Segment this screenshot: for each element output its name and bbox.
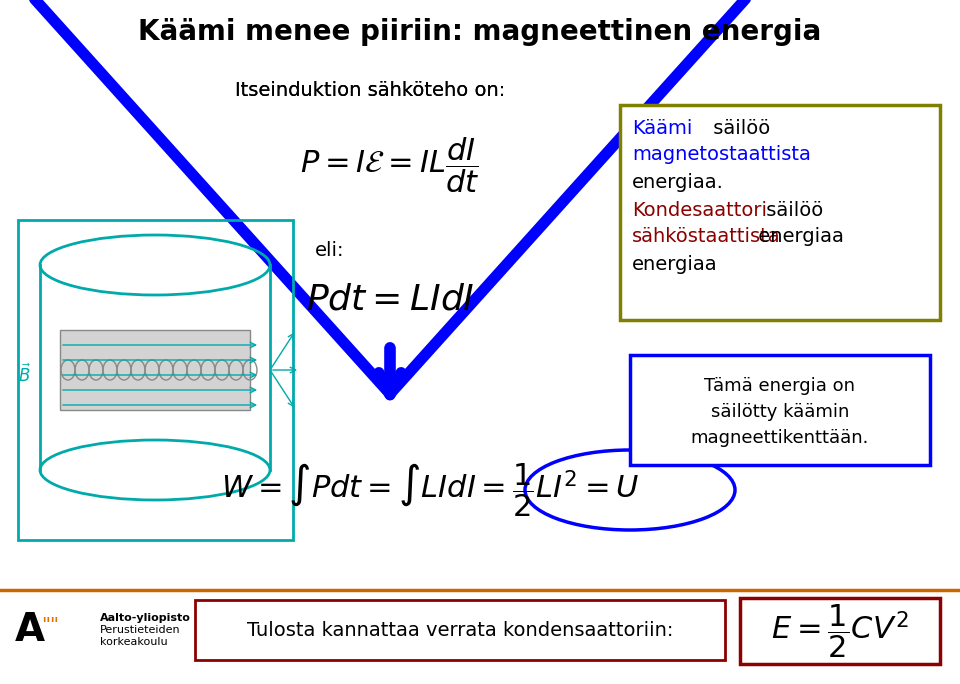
- Text: Itseinduktion sähköteho on:: Itseinduktion sähköteho on:: [235, 81, 505, 99]
- FancyBboxPatch shape: [740, 598, 940, 664]
- Text: $\vec{B}$: $\vec{B}$: [18, 364, 32, 386]
- FancyArrowPatch shape: [0, 0, 960, 394]
- Text: Itseinduktion sähköteho on:: Itseinduktion sähköteho on:: [235, 81, 505, 99]
- Text: energiaa.: energiaa.: [632, 172, 724, 192]
- Text: sähköstaattista: sähköstaattista: [632, 228, 780, 246]
- Text: "": "": [41, 616, 59, 635]
- Text: magnetostaattista: magnetostaattista: [632, 146, 811, 164]
- Text: A: A: [15, 611, 45, 649]
- Text: Aalto-yliopisto: Aalto-yliopisto: [100, 613, 191, 623]
- Text: $Pdt = LIdI$: $Pdt = LIdI$: [305, 283, 474, 317]
- FancyBboxPatch shape: [60, 330, 250, 410]
- Text: Tulosta kannattaa verrata kondensaattoriin:: Tulosta kannattaa verrata kondensaattori…: [247, 620, 673, 640]
- Text: Tämä energia on
säilötty käämin
magneettikenttään.: Tämä energia on säilötty käämin magneett…: [691, 377, 869, 447]
- FancyBboxPatch shape: [630, 355, 930, 465]
- Text: $P = I\mathcal{E} = IL\dfrac{dI}{dt}$: $P = I\mathcal{E} = IL\dfrac{dI}{dt}$: [300, 135, 480, 195]
- Text: eli:: eli:: [315, 241, 345, 259]
- Text: Käämi: Käämi: [632, 118, 692, 137]
- Text: $E = \dfrac{1}{2}CV^2$: $E = \dfrac{1}{2}CV^2$: [771, 602, 909, 660]
- Text: energiaa: energiaa: [752, 228, 844, 246]
- FancyBboxPatch shape: [620, 105, 940, 320]
- Text: $W = \int Pdt = \int LIdI = \dfrac{1}{2}LI^2 = U$: $W = \int Pdt = \int LIdI = \dfrac{1}{2}…: [221, 461, 639, 518]
- Text: energiaa: energiaa: [632, 254, 718, 274]
- FancyBboxPatch shape: [195, 600, 725, 660]
- Text: Käämi menee piiriin: magneettinen energia: Käämi menee piiriin: magneettinen energi…: [138, 18, 822, 46]
- Text: Perustieteiden: Perustieteiden: [100, 625, 180, 635]
- Text: säilöö: säilöö: [760, 200, 824, 220]
- Text: korkeakoulu: korkeakoulu: [100, 637, 168, 647]
- Text: säilöö: säilöö: [707, 118, 770, 137]
- Text: Kondesaattori: Kondesaattori: [632, 200, 767, 220]
